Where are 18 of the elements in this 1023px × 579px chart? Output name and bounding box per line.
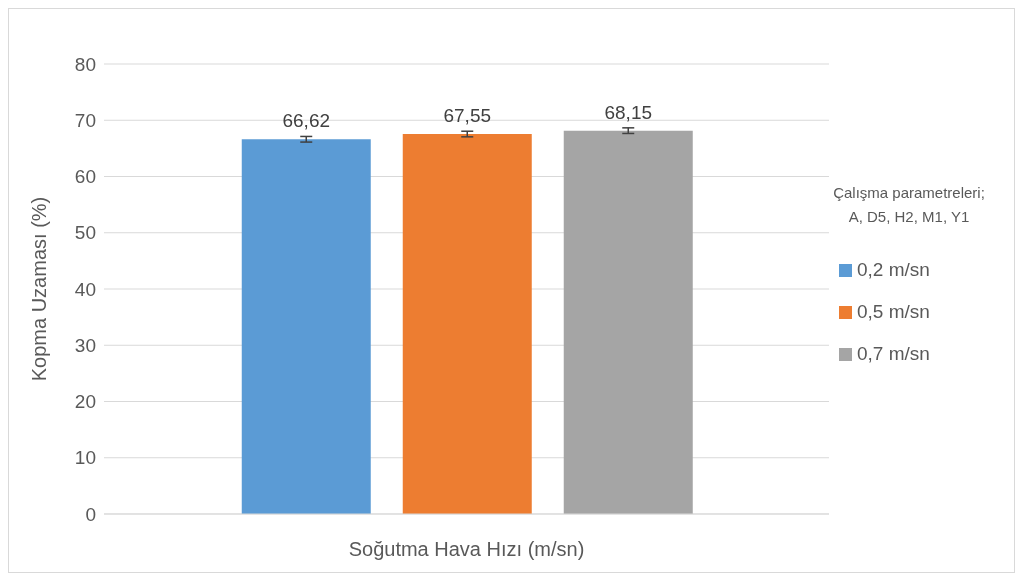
- y-tick-label: 80: [74, 53, 96, 75]
- legend-label: 0,2 m/sn: [857, 259, 930, 281]
- x-axis-title: Soğutma Hava Hızı (m/sn): [348, 538, 585, 560]
- legend-label: 0,5 m/sn: [857, 301, 930, 323]
- y-tick-label: 60: [74, 166, 96, 188]
- y-tick-label: 40: [74, 278, 96, 300]
- data-label: 68,15: [604, 101, 653, 123]
- y-tick-label: 10: [74, 447, 96, 469]
- y-tick-label: 0: [85, 503, 96, 525]
- y-axis-title: Kopma Uzaması (%): [28, 196, 51, 382]
- y-tick-label: 50: [74, 222, 96, 244]
- y-tick-label: 70: [74, 110, 96, 131]
- data-label: 67,55: [443, 105, 492, 127]
- data-label: 66,62: [282, 110, 331, 132]
- y-tick-label: 20: [74, 391, 96, 413]
- legend-title: Çalışma parametreleri; A, D5, H2, M1, Y1: [832, 183, 986, 227]
- y-tick-label: 30: [74, 334, 96, 356]
- legend-label: 0,7 m/sn: [857, 343, 930, 365]
